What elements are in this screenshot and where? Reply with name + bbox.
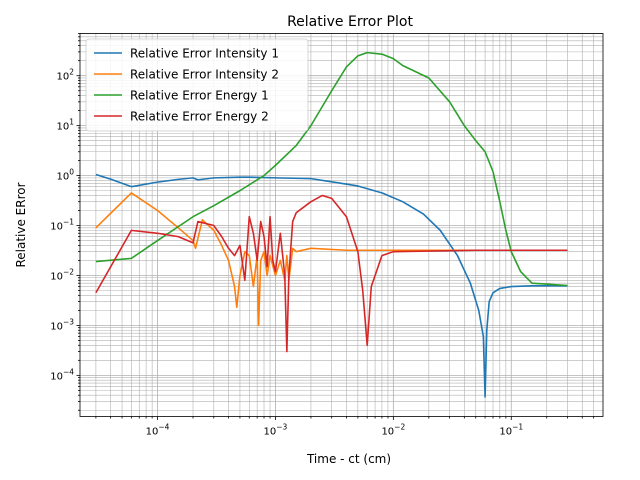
y-tick-label: 10−3 bbox=[50, 317, 74, 332]
chart-title: Relative Error Plot bbox=[287, 14, 413, 30]
plot-frame bbox=[79, 33, 604, 417]
y-tick-label: 102 bbox=[56, 68, 74, 83]
legend-box bbox=[85, 38, 309, 132]
legend-label: Relative Error Intensity 1 bbox=[130, 47, 279, 61]
x-tick-label: 10−1 bbox=[499, 423, 523, 438]
x-tick-label: 10−2 bbox=[381, 423, 405, 438]
y-tick-label: 100 bbox=[56, 168, 74, 183]
x-tick-label: 10−3 bbox=[264, 423, 288, 438]
legend-label: Relative Error Energy 1 bbox=[130, 89, 269, 103]
series-line-3 bbox=[95, 51, 568, 287]
series-line-1 bbox=[95, 173, 568, 398]
y-tick-label: 101 bbox=[56, 118, 74, 133]
y-tick-label: 10−1 bbox=[50, 218, 74, 233]
legend: Relative Error Intensity 1 Relative Error… bbox=[85, 38, 309, 132]
y-tick-label: 10−2 bbox=[50, 267, 74, 282]
x-axis-label: Time - ct (cm) bbox=[306, 452, 391, 466]
series-line-2 bbox=[95, 192, 568, 327]
series-line-4 bbox=[95, 194, 568, 353]
legend-label: Relative Error Intensity 2 bbox=[130, 68, 279, 82]
ticks-layer: 10−4 10−3 10−2 10−1 10−4 10−3 10−2 10−1 100 101 10… bbox=[50, 33, 595, 438]
y-tick-label: 10−4 bbox=[50, 367, 74, 382]
y-axis-label: Relative ERror bbox=[14, 182, 28, 267]
x-tick-label: 10−4 bbox=[146, 423, 170, 438]
series-layer bbox=[95, 51, 568, 398]
legend-label: Relative Error Energy 2 bbox=[130, 110, 269, 124]
